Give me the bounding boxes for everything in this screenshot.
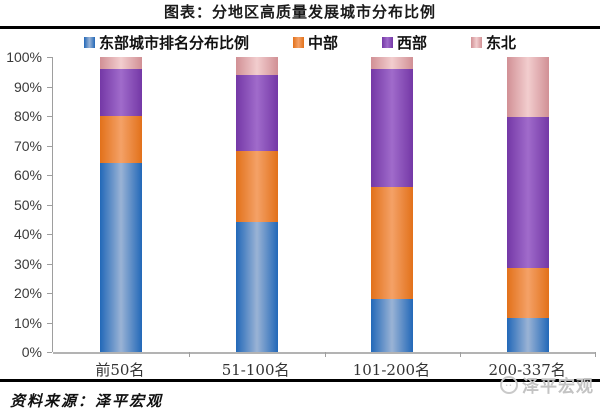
y-tick-mark — [47, 293, 52, 294]
bar-segment-1-2 — [371, 186, 414, 299]
bar-segment-2-1 — [235, 74, 278, 152]
bar-segment-3-1 — [235, 57, 278, 75]
stacked-bar-1 — [235, 57, 278, 352]
y-tick-label: 40% — [13, 226, 42, 242]
y-tick-mark — [47, 263, 52, 265]
legend-swatch-icon — [471, 37, 483, 48]
legend-item-0: 东部城市排名分布比例 — [83, 32, 249, 53]
bottom-rule-line — [0, 379, 600, 382]
y-tick-label: 30% — [13, 255, 42, 272]
bar-segment-3-3 — [507, 57, 550, 118]
legend-label: 东北 — [486, 34, 517, 52]
y-tick-label: 20% — [13, 285, 42, 301]
y-tick-label: 60% — [13, 167, 42, 183]
legend-label: 东部城市排名分布比例 — [98, 34, 249, 52]
x-axis-labels: 前50名 51-100名 101-200名 200-337名 — [52, 359, 595, 379]
bar-segment-0-2 — [371, 298, 414, 352]
y-tick-mark — [47, 116, 52, 117]
stacked-bar-3 — [507, 57, 550, 352]
legend: 东部城市排名分布比例 中部 西部 东北 — [0, 32, 600, 53]
y-tick-label: 100% — [6, 49, 42, 65]
y-tick-mark — [47, 204, 52, 206]
y-axis: 0% 10% 20% 30% 40% 50% 60% 70% 80% 90% 100% — [0, 49, 52, 360]
x-tick-mark — [595, 352, 596, 357]
bar-segment-3-2 — [371, 57, 414, 69]
bar-segment-1-0 — [99, 116, 142, 164]
legend-label: 中部 — [307, 34, 338, 52]
bar-segment-2-0 — [99, 68, 142, 116]
stacked-bar-2 — [371, 57, 414, 352]
watermark: ·· 泽平宏观 — [500, 372, 594, 397]
source-note: 资料来源：泽平宏观 — [10, 392, 164, 410]
y-tick-label: 0% — [21, 344, 42, 360]
x-tick-mark — [324, 352, 326, 357]
y-tick-mark — [47, 234, 52, 235]
bar-segment-0-1 — [235, 222, 278, 352]
y-tick-label: 80% — [13, 108, 42, 124]
bar-segment-0-3 — [507, 317, 550, 352]
bar-segment-3-0 — [99, 57, 142, 69]
x-category-label: 51-100名 — [221, 361, 290, 379]
legend-item-1: 中部 — [292, 32, 338, 53]
legend-item-2: 西部 — [382, 32, 427, 53]
y-tick-label: 90% — [13, 78, 42, 95]
bar-segment-1-3 — [507, 267, 550, 318]
y-tick-label: 70% — [13, 137, 42, 154]
stacked-bar-0 — [99, 57, 142, 352]
x-tick-mark — [460, 352, 462, 357]
top-rule-line — [0, 26, 600, 29]
bar-segment-2-3 — [507, 117, 550, 268]
y-tick-mark — [47, 86, 52, 88]
bar-segment-1-1 — [235, 151, 278, 223]
watermark-text: 泽平宏观 — [522, 377, 594, 397]
y-tick-label: 50% — [13, 196, 42, 213]
y-tick-mark — [47, 175, 52, 176]
watermark-logo-icon: ·· — [500, 375, 518, 394]
legend-label: 西部 — [397, 34, 428, 52]
legend-swatch-icon — [382, 37, 393, 48]
y-tick-mark — [47, 322, 52, 324]
x-category-label: 101-200名 — [352, 361, 431, 379]
y-tick-mark — [47, 145, 52, 147]
x-category-label: 前50名 — [95, 361, 145, 379]
legend-item-3: 东北 — [471, 32, 516, 53]
bar-segment-0-0 — [99, 163, 142, 352]
x-tick-mark — [188, 352, 190, 357]
plot-area — [52, 57, 596, 357]
y-tick-mark — [47, 352, 52, 353]
legend-swatch-icon — [83, 37, 95, 48]
chart-title: 图表：分地区高质量发展城市分布比例 — [163, 3, 436, 21]
x-category-label: 200-337名 — [488, 361, 566, 379]
y-tick-mark — [47, 57, 52, 58]
bar-segment-2-2 — [371, 68, 414, 187]
y-tick-label: 10% — [13, 314, 42, 331]
legend-swatch-icon — [292, 37, 304, 48]
